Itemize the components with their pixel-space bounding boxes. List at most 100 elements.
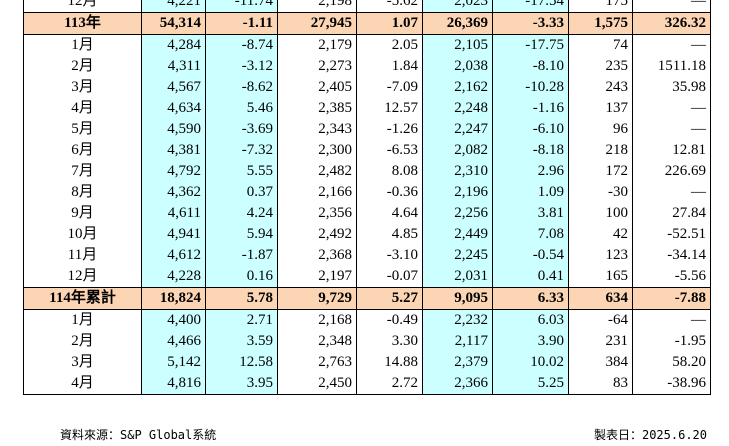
col8-value-cell: 35.98 — [632, 77, 711, 98]
col5-value-cell: 26,369 — [422, 12, 493, 35]
col7-value-cell: 172 — [568, 161, 633, 182]
col5-value-cell: 2,031 — [422, 266, 493, 288]
col2-value-cell: -1.11 — [205, 12, 278, 35]
col3-value-cell: 2,450 — [277, 373, 357, 395]
col4-value-cell: 2.72 — [356, 373, 423, 395]
col6-value-cell: 6.33 — [492, 287, 569, 310]
table-row: 6月 4,381 -7.32 2,300 -6.53 2,082 -8.18 218 12.81 — [23, 140, 711, 161]
col6-value-cell: -3.33 — [492, 12, 569, 35]
col3-value-cell: 2,368 — [277, 245, 357, 266]
col8-value-cell: 58.20 — [632, 352, 711, 373]
col4-value-cell: -0.07 — [356, 266, 423, 288]
col3-value-cell: 27,945 — [277, 12, 357, 35]
col7-value-cell: 218 — [568, 140, 633, 161]
col8-value-cell: — — [632, 182, 711, 203]
col3-value-cell: 2,168 — [277, 309, 357, 331]
statistics-table: 12月 4,221 -11.74 2,198 -5.62 2,023 -17.54 175—1… — [23, 0, 711, 395]
col5-value-cell: 2,449 — [422, 224, 493, 245]
col8-value-cell: -5.56 — [632, 266, 711, 288]
table-row: 3月 4,567 -8.62 2,405 -7.09 2,162 -10.28 243 35.9… — [23, 77, 711, 98]
col7-value-cell: 235 — [568, 56, 633, 77]
col8-value-cell: -7.88 — [632, 287, 711, 310]
row-label-cell: 8月 — [23, 182, 142, 203]
col7-value-cell: 384 — [568, 352, 633, 373]
col3-value-cell: 2,482 — [277, 161, 357, 182]
summary-row: 113年 54,314 -1.11 27,945 1.07 26,369 -3.33 1,57… — [23, 12, 711, 35]
col1-value-cell: 18,824 — [141, 287, 206, 310]
col1-value-cell: 4,381 — [141, 140, 206, 161]
col2-value-cell: 4.24 — [205, 203, 278, 224]
col6-value-cell: -1.16 — [492, 98, 569, 119]
table-row: 10月 4,941 5.94 2,492 4.85 2,449 7.08 42 -52.51 — [23, 224, 711, 245]
data-source-note: 資料來源：S&P Global系統 — [60, 428, 217, 442]
col1-value-cell: 4,611 — [141, 203, 206, 224]
table-row: 2月 4,466 3.59 2,348 3.30 2,117 3.90 231 -1.95 — [23, 331, 711, 352]
col6-value-cell: -8.10 — [492, 56, 569, 77]
col1-value-cell: 4,567 — [141, 77, 206, 98]
row-label-cell: 11月 — [23, 245, 142, 266]
col4-value-cell: 4.64 — [356, 203, 423, 224]
col4-value-cell: 14.88 — [356, 352, 423, 373]
row-label-cell: 1月 — [23, 309, 142, 331]
table-body: 12月 4,221 -11.74 2,198 -5.62 2,023 -17.54 175—1… — [23, 0, 711, 395]
col3-value-cell: 2,348 — [277, 331, 357, 352]
col2-value-cell: 5.94 — [205, 224, 278, 245]
row-label-cell: 6月 — [23, 140, 142, 161]
table-footer: 資料來源：S&P Global系統 製表日：2025.6.20 — [60, 426, 707, 444]
col7-value-cell: 137 — [568, 98, 633, 119]
row-label-cell: 5月 — [23, 119, 142, 140]
col3-value-cell: 2,492 — [277, 224, 357, 245]
col2-value-cell: 0.16 — [205, 266, 278, 288]
row-label-cell: 1月 — [23, 34, 142, 56]
col3-value-cell: 2,166 — [277, 182, 357, 203]
col6-value-cell: -0.54 — [492, 245, 569, 266]
col6-value-cell: 6.03 — [492, 309, 569, 331]
col7-value-cell: 231 — [568, 331, 633, 352]
col8-value-cell: 326.32 — [632, 12, 711, 35]
col2-value-cell: 5.46 — [205, 98, 278, 119]
col5-value-cell: 2,247 — [422, 119, 493, 140]
row-label-cell: 7月 — [23, 161, 142, 182]
col8-value-cell: 226.69 — [632, 161, 711, 182]
col6-value-cell: -17.54 — [492, 0, 569, 13]
col5-value-cell: 2,082 — [422, 140, 493, 161]
table-row: 4月 4,816 3.95 2,450 2.72 2,366 5.25 83 -38.96 — [23, 373, 711, 395]
col5-value-cell: 2,366 — [422, 373, 493, 395]
col8-value-cell: -34.14 — [632, 245, 711, 266]
col3-value-cell: 2,405 — [277, 77, 357, 98]
col6-value-cell: 7.08 — [492, 224, 569, 245]
col2-value-cell: 3.59 — [205, 331, 278, 352]
col6-value-cell: 2.96 — [492, 161, 569, 182]
table-row: 11月 4,612 -1.87 2,368 -3.10 2,245 -0.54 123 -34.… — [23, 245, 711, 266]
col3-value-cell: 2,300 — [277, 140, 357, 161]
col7-value-cell: 165 — [568, 266, 633, 288]
col1-value-cell: 4,466 — [141, 331, 206, 352]
col5-value-cell: 2,105 — [422, 34, 493, 56]
col4-value-cell: -3.10 — [356, 245, 423, 266]
col8-value-cell: — — [632, 0, 711, 13]
col5-value-cell: 2,245 — [422, 245, 493, 266]
table-row: 2月 4,311 -3.12 2,273 1.84 2,038 -8.10 235 1511.1… — [23, 56, 711, 77]
table-row: 5月 4,590 -3.69 2,343 -1.26 2,247 -6.10 96— — [23, 119, 711, 140]
col7-value-cell: -30 — [568, 182, 633, 203]
col2-value-cell: -8.74 — [205, 34, 278, 56]
col8-value-cell: — — [632, 119, 711, 140]
col4-value-cell: 2.05 — [356, 34, 423, 56]
col5-value-cell: 2,379 — [422, 352, 493, 373]
data-table-container: 12月 4,221 -11.74 2,198 -5.62 2,023 -17.54 175—1… — [23, 0, 711, 395]
col2-value-cell: 12.58 — [205, 352, 278, 373]
table-row: 8月 4,362 0.37 2,166 -0.36 2,196 1.09 -30— — [23, 182, 711, 203]
col1-value-cell: 4,941 — [141, 224, 206, 245]
col7-value-cell: -64 — [568, 309, 633, 331]
col2-value-cell: 5.55 — [205, 161, 278, 182]
row-label-cell: 12月 — [23, 0, 142, 13]
col6-value-cell: -17.75 — [492, 34, 569, 56]
col2-value-cell: -1.87 — [205, 245, 278, 266]
row-label-cell: 9月 — [23, 203, 142, 224]
col2-value-cell: -7.32 — [205, 140, 278, 161]
row-label-cell: 3月 — [23, 77, 142, 98]
col6-value-cell: 3.90 — [492, 331, 569, 352]
col1-value-cell: 4,792 — [141, 161, 206, 182]
row-label-cell: 10月 — [23, 224, 142, 245]
col2-value-cell: 2.71 — [205, 309, 278, 331]
